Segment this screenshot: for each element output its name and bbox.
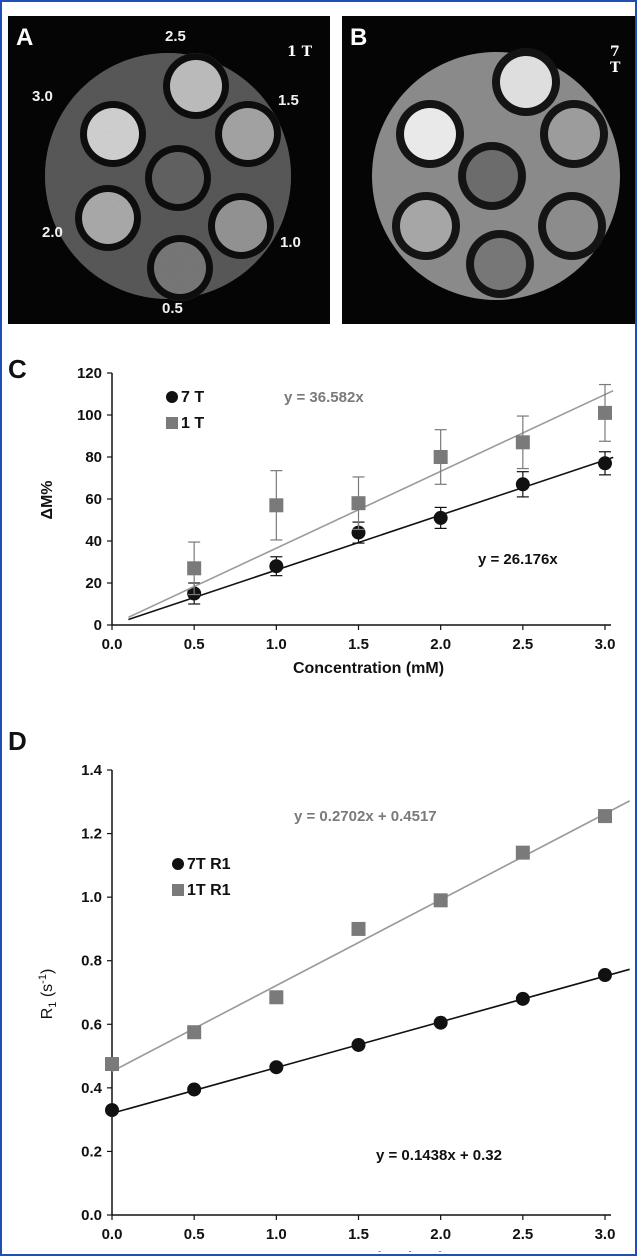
x-tick-label: 0.0 (102, 1226, 123, 1243)
data-point (187, 1082, 202, 1097)
tube-label-2-5: 2.5 (165, 28, 186, 45)
data-point (515, 435, 530, 450)
y-axis-label-part: 1 (47, 1002, 59, 1008)
equation-label: y = 0.2702x + 0.4517 (294, 808, 437, 825)
data-point (598, 456, 612, 471)
panel-a-label: A (16, 24, 34, 51)
data-point (351, 1037, 366, 1052)
x-tick-label: 2.5 (512, 636, 533, 653)
y-tick-label: 0.8 (81, 953, 102, 970)
y-tick-label: 120 (77, 365, 102, 382)
data-point (269, 559, 284, 574)
legend-label: 7T R1 (187, 856, 231, 873)
equation-label: y = 26.176x (478, 551, 558, 568)
equation-label: y = 0.1438x + 0.32 (376, 1147, 502, 1164)
data-point (598, 968, 612, 983)
phantom-image-7t (342, 16, 635, 324)
legend-label: 1 T (181, 415, 204, 432)
y-tick-label: 100 (77, 407, 102, 424)
legend-marker (172, 884, 184, 896)
legend-marker (166, 417, 178, 429)
y-tick-label: 1.0 (81, 889, 102, 906)
x-tick-label: 1.0 (266, 1226, 287, 1243)
phantom-image-1t (8, 16, 330, 324)
y-tick-label: 0.0 (81, 1207, 102, 1224)
tube-label-1-0: 1.0 (280, 234, 301, 251)
y-tick-label: 0.6 (81, 1016, 102, 1033)
panel-b-field: 7 T (610, 44, 621, 76)
chart-c: 0.0 0.5 1.0 1.5 2.0 2.5 3.0 0 20 40 60 80 100 120 Conc… (39, 365, 616, 677)
data-point (351, 921, 366, 936)
chart-d: 0.0 0.5 1.0 1.5 2.0 2.5 3.0 0.0 0.2 0.4 0.6 0.8 1.0 1… (37, 762, 631, 1252)
phantom-7t-drawing (372, 48, 620, 300)
x-tick-label: 3.0 (595, 636, 616, 653)
data-point (187, 1025, 202, 1040)
y-tick-label: 1.2 (81, 826, 102, 843)
y-axis-label: ΔM% (39, 480, 56, 519)
data-point (433, 510, 448, 525)
data-point (598, 809, 612, 824)
tube-label-1-5: 1.5 (278, 92, 299, 109)
fit-line (128, 456, 614, 621)
x-tick-label: 0.0 (102, 636, 123, 653)
data-point (269, 1060, 284, 1075)
data-point (515, 991, 530, 1006)
y-tick-label: 0.4 (81, 1080, 103, 1097)
x-tick-label: 2.0 (430, 1226, 451, 1243)
y-tick-label: 0.2 (81, 1143, 102, 1160)
data-point (269, 498, 284, 513)
y-axis-label: R1 (s-1) (37, 969, 59, 1020)
legend-marker (166, 391, 178, 403)
y-axis-label-part: R (39, 1008, 56, 1020)
tube-label-0-5: 0.5 (162, 300, 183, 317)
data-point (433, 450, 448, 464)
legend-label: 1T R1 (187, 882, 231, 899)
data-point (433, 893, 448, 908)
data-point (105, 1057, 119, 1072)
x-axis-label: Concentration (mM) (293, 1250, 444, 1252)
panel-d-label: D (8, 726, 27, 756)
x-tick-label: 0.5 (184, 1226, 205, 1243)
y-axis-label-part: ) (39, 969, 56, 974)
y-axis-label-part: -1 (37, 974, 49, 984)
x-tick-label: 0.5 (184, 636, 205, 653)
fit-line (128, 389, 614, 619)
x-tick-label: 1.0 (266, 636, 287, 653)
y-tick-label: 1.4 (81, 762, 103, 779)
data-point (187, 561, 202, 576)
x-tick-label: 1.5 (348, 1226, 369, 1243)
panel-b-label: B (350, 24, 368, 51)
data-point (433, 1015, 448, 1030)
panel-a-field: 1 T (287, 44, 313, 60)
y-axis-label-part: (s (39, 984, 56, 1002)
data-point (105, 1103, 119, 1118)
tube-label-2-0: 2.0 (42, 224, 63, 241)
data-point (351, 496, 366, 511)
tube-label-3-0: 3.0 (32, 88, 53, 105)
y-tick-label: 0 (94, 617, 102, 634)
data-point (269, 990, 284, 1005)
data-point (515, 845, 530, 860)
x-axis-label: Concentration (mM) (293, 660, 444, 677)
x-tick-label: 2.0 (430, 636, 451, 653)
y-tick-label: 60 (85, 491, 102, 508)
equation-label: y = 36.582x (284, 389, 364, 406)
y-tick-label: 40 (85, 533, 102, 550)
legend-label: 7 T (181, 389, 204, 406)
y-tick-label: 80 (85, 449, 102, 466)
panel-c-label: C (8, 354, 27, 384)
y-tick-label: 20 (85, 575, 102, 592)
x-tick-label: 2.5 (512, 1226, 533, 1243)
x-tick-label: 1.5 (348, 636, 369, 653)
data-point (598, 405, 612, 420)
legend-marker (172, 858, 184, 870)
phantom-1t-drawing (45, 53, 291, 301)
x-tick-label: 3.0 (595, 1226, 616, 1243)
data-point (515, 477, 530, 492)
